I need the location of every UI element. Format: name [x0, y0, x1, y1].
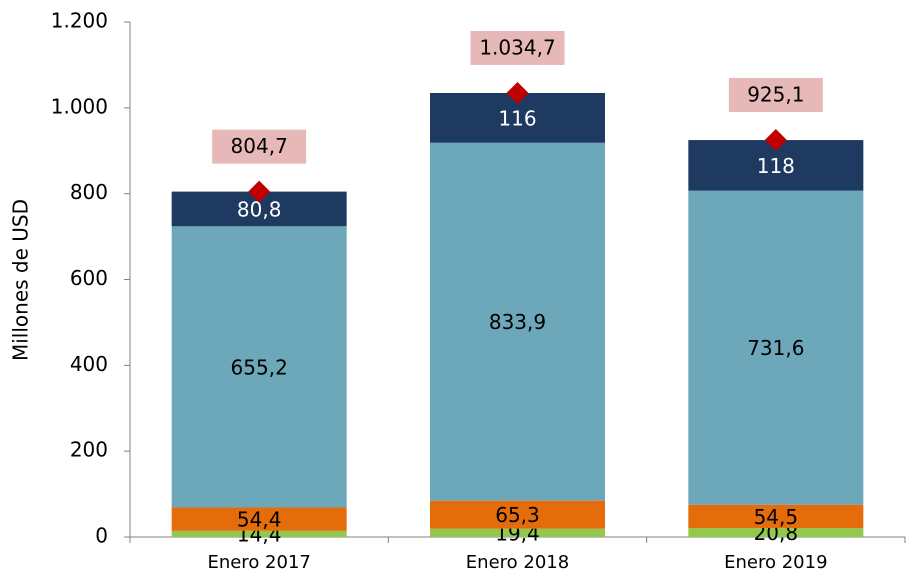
data-label: 833,9: [489, 310, 546, 334]
total-label: 804,7: [231, 134, 288, 158]
total-label-box: [470, 30, 565, 65]
x-tick-label: Enero 2018: [466, 552, 569, 573]
bar-segment: [688, 190, 864, 505]
total-label-box: [212, 129, 307, 164]
y-tick-label: 1.200: [51, 9, 108, 33]
data-label: 118: [757, 154, 795, 178]
y-tick-label: 600: [70, 266, 108, 290]
data-label: 116: [498, 106, 536, 130]
total-label: 925,1: [747, 82, 804, 106]
data-label: 65,3: [495, 503, 540, 527]
bar-segment: [430, 500, 605, 529]
data-label: 54,4: [237, 508, 282, 532]
bar-segment: [430, 528, 605, 537]
y-tick-label: 400: [70, 352, 108, 376]
x-tick-label: Enero 2019: [724, 552, 827, 573]
y-tick-label: 1.000: [51, 94, 108, 118]
y-axis-label: Millones de USD: [9, 199, 33, 361]
data-label: 54,5: [754, 505, 799, 529]
bar-segment: [688, 504, 864, 529]
y-tick-label: 200: [70, 438, 108, 462]
bar-segment: [688, 528, 864, 537]
total-label: 1.034,7: [479, 35, 555, 59]
data-label: 655,2: [231, 355, 288, 379]
bar-segment: [171, 226, 347, 508]
total-label-box: [728, 77, 823, 112]
y-tick-label: 800: [70, 180, 108, 204]
total-marker: [506, 81, 529, 104]
x-tick-label: Enero 2017: [207, 552, 310, 573]
bar-segment: [430, 142, 605, 501]
data-label: 731,6: [747, 336, 804, 360]
y-tick-label: 0: [95, 524, 108, 548]
total-marker: [764, 128, 787, 151]
bar-segment: [171, 530, 347, 537]
bar-segment: [171, 507, 347, 531]
total-marker: [248, 180, 271, 203]
